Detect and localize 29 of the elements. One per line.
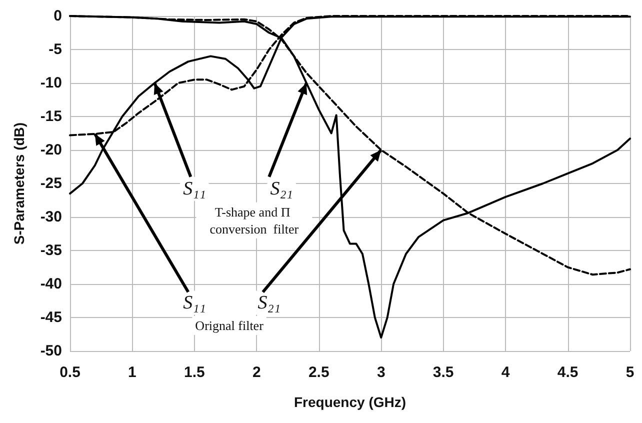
x-tick-label: 3.5 xyxy=(432,364,454,381)
x-axis-title: Frequency (GHz) xyxy=(294,394,406,410)
y-tick-label: 0 xyxy=(54,8,62,24)
x-tick-label: 2 xyxy=(252,364,261,381)
annotation: S₂₁ xyxy=(258,292,280,314)
y-tick-label: -30 xyxy=(40,208,62,226)
y-tick-label: -40 xyxy=(40,276,62,292)
x-tick-label: 0.5 xyxy=(60,364,80,381)
x-tick-label: 3 xyxy=(376,364,386,381)
x-tick-label: 5 xyxy=(626,364,634,381)
x-tick-label: 4 xyxy=(501,364,510,381)
y-tick-label: -50 xyxy=(40,342,62,360)
annotation: S₁₁ xyxy=(183,178,206,200)
y-tick-label: -20 xyxy=(40,142,62,158)
x-tick-label: 1.5 xyxy=(184,364,205,381)
y-tick-label: -45 xyxy=(40,309,62,326)
x-tick-label: 4.5 xyxy=(557,364,578,381)
x-tick-label: 1 xyxy=(128,364,136,381)
y-tick-label: -10 xyxy=(40,74,62,92)
y-tick-label: -35 xyxy=(40,242,62,259)
x-tick-label: 2.5 xyxy=(308,364,330,381)
annotation: S₁₁ xyxy=(183,292,206,314)
annotation: S₂₁ xyxy=(270,178,293,200)
y-tick-label: -15 xyxy=(40,108,62,125)
annotation: T-shape and Π conversion filter xyxy=(210,204,300,236)
y-tick-label: -5 xyxy=(48,41,62,58)
y-axis-title: S-Parameters (dB) xyxy=(11,122,27,245)
annotation: Orignal filter xyxy=(195,318,264,334)
y-tick-label: -25 xyxy=(40,175,62,192)
